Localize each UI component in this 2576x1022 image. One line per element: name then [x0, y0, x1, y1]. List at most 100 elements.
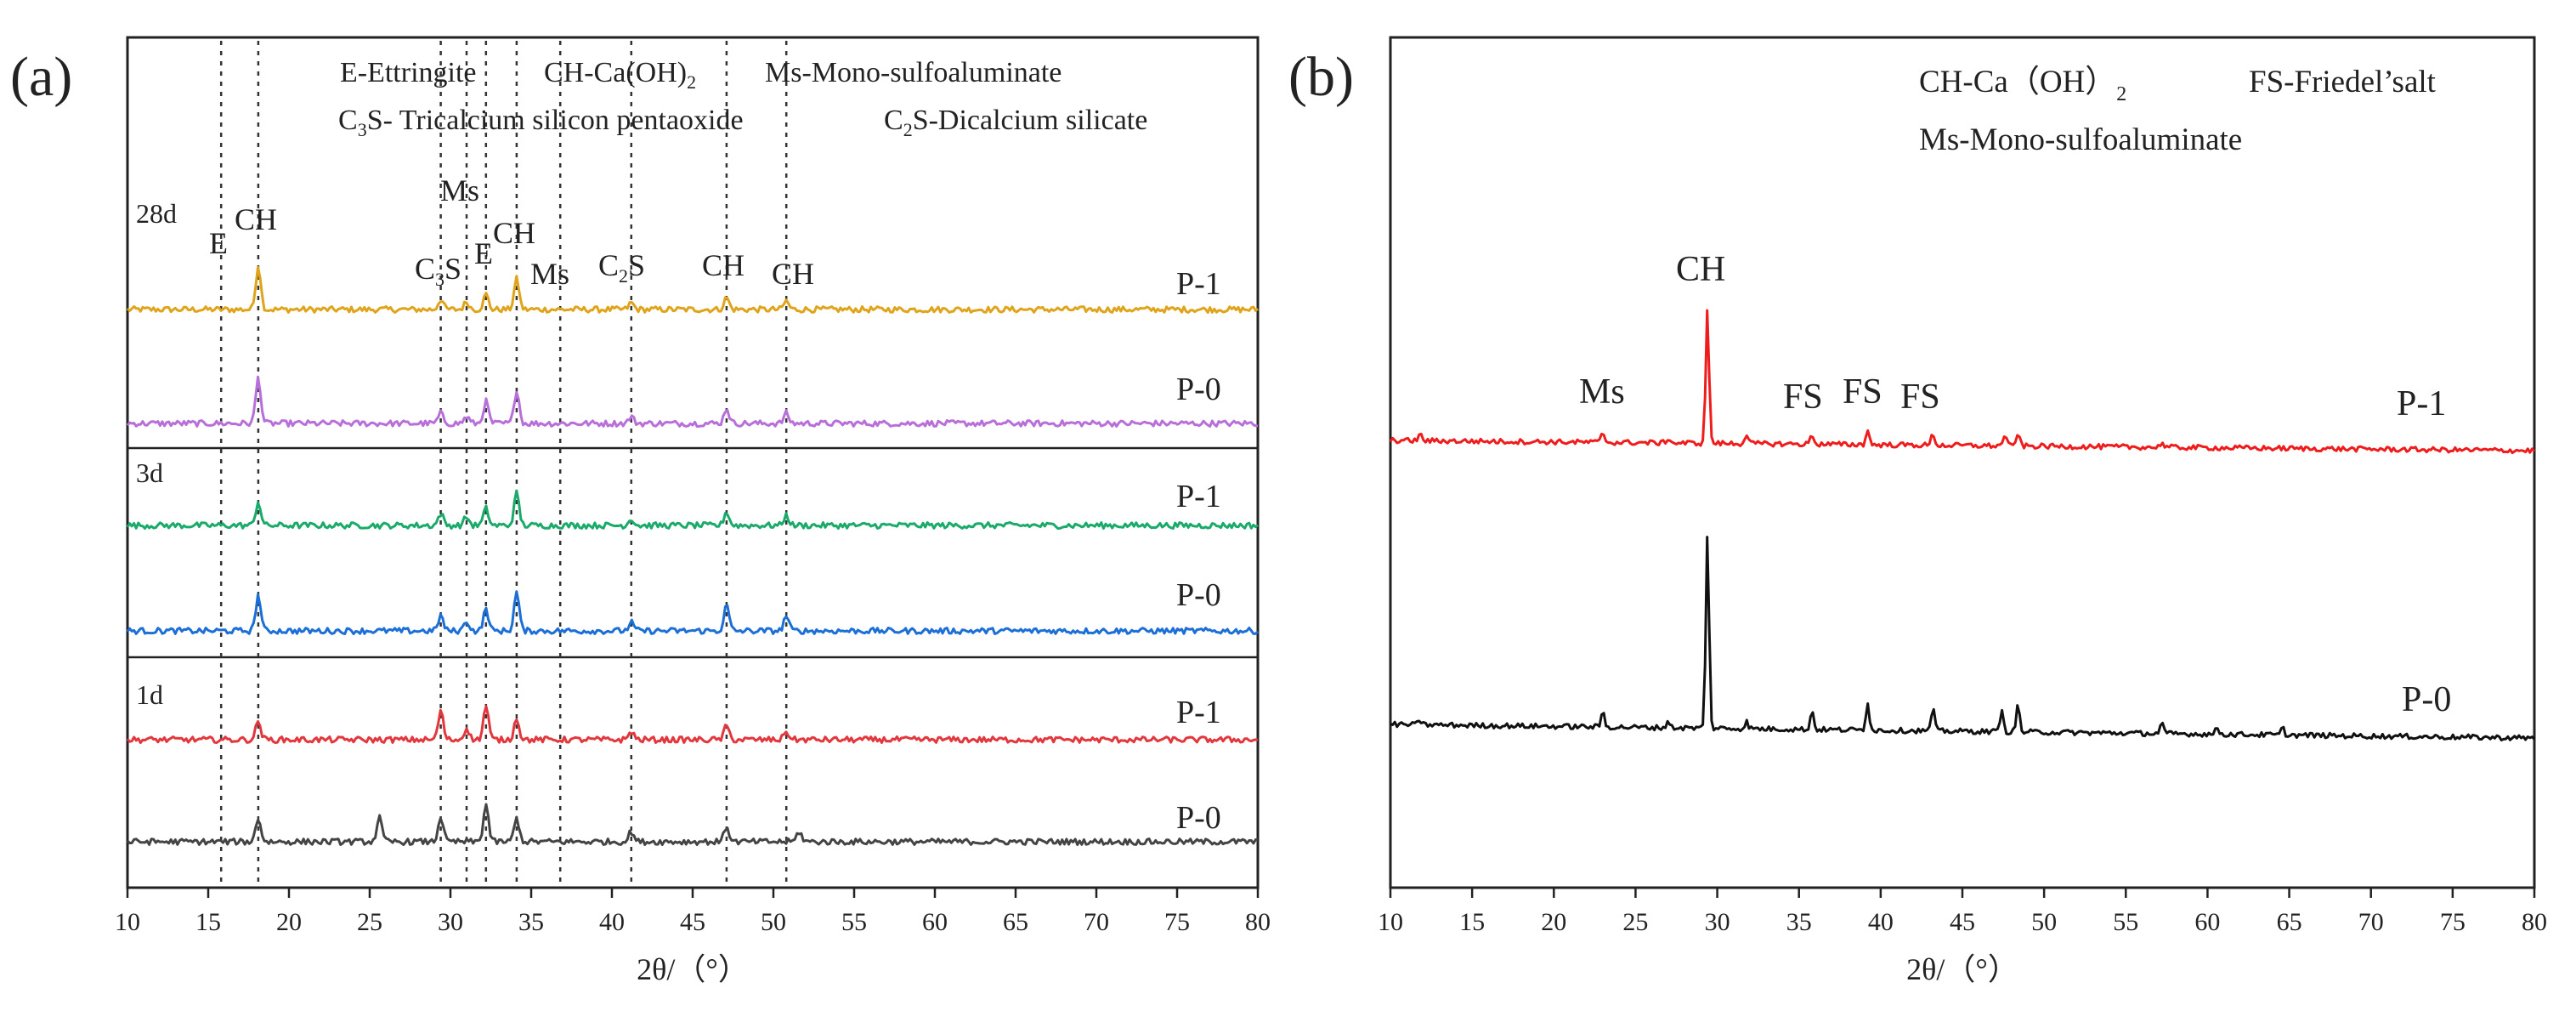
curve-label-28d-p1: P-1 — [1176, 266, 1221, 302]
peak-label-ch-4: CH — [772, 257, 814, 291]
peak-label-c2s: C2S — [598, 248, 645, 287]
trace-3d-p-1 — [126, 489, 1259, 530]
legend-a-c3s-sub: 3 — [358, 119, 367, 140]
panel-b-letter: (b) — [1288, 46, 1354, 108]
trace-1d-p-0 — [126, 803, 1259, 846]
panel-b-tick-label-75: 75 — [2440, 908, 2466, 936]
panel-b-frame — [1389, 36, 2536, 889]
peak-label-c3s: C3S — [415, 252, 461, 290]
panel-b-tick-label-80: 80 — [2522, 908, 2547, 936]
panel-b-tick-label-15: 15 — [1459, 908, 1485, 936]
panel-a-tick-label-20: 20 — [276, 908, 302, 936]
peak-label-c3s-c: C — [415, 252, 435, 286]
legend-b-ch-sub: 2 — [2116, 83, 2126, 105]
legend-a-c3s-text: S- Tricalcium silicon pentaoxide — [367, 105, 744, 136]
peak-label-c3s-sub: 3 — [435, 269, 444, 290]
panel-a-traces — [126, 265, 1259, 846]
panel-b-traces — [1389, 309, 2536, 741]
panel-b-tick-label-30: 30 — [1705, 908, 1730, 936]
trace-1d-p-1 — [126, 705, 1259, 744]
panel-b-tick-label-40: 40 — [1868, 908, 1894, 936]
panel-a-tick-label-80: 80 — [1245, 908, 1271, 936]
panel-a-tick-label-60: 60 — [922, 908, 948, 936]
legend-a-c3s: C3S- Tricalcium silicon pentaoxide — [338, 105, 744, 140]
trace-28d-p-1 — [126, 265, 1259, 314]
legend-a-ch-text: CH-Ca(OH) — [544, 57, 687, 88]
peak-b-label-ch: CH — [1676, 250, 1725, 289]
curve-b-label-p0: P-0 — [2402, 680, 2451, 719]
panel-b-tick-label-10: 10 — [1378, 908, 1403, 936]
panel-a-tick-label-40: 40 — [599, 908, 625, 936]
trace-b-p-1 — [1389, 309, 2536, 455]
panel-b-tick-label-50: 50 — [2031, 908, 2057, 936]
panel-b-x-axis: 10 15 20 25 30 35 40 45 50 55 60 65 70 75 80 — [1378, 888, 2547, 936]
trace-b-p-0 — [1390, 536, 2536, 741]
panel-a-tick-label-65: 65 — [1003, 908, 1028, 936]
peak-b-label-fs-3: FS — [1900, 378, 1940, 417]
panel-a-tick-label-75: 75 — [1164, 908, 1190, 936]
panel-b-x-axis-title: 2θ/（°） — [1906, 952, 2018, 986]
legend-a-ms: Ms-Mono-sulfoaluminate — [765, 57, 1062, 88]
curve-label-28d-p0: P-0 — [1176, 372, 1221, 407]
panel-a-tick-label-45: 45 — [680, 908, 705, 936]
legend-a-c3s-c: C — [338, 105, 358, 136]
panel-a-legend: E-Ettringite CH-Ca(OH)2 Ms-Mono-sulfoalu… — [338, 57, 1147, 140]
peak-label-e-2: E — [474, 236, 493, 270]
curve-label-1d-p1: P-1 — [1176, 695, 1221, 730]
panel-a-tick-label-55: 55 — [841, 908, 867, 936]
panel-a-reference-lines — [219, 41, 788, 884]
peak-label-ms-1: Ms — [440, 173, 479, 207]
curve-label-1d-p0: P-0 — [1176, 800, 1221, 836]
peak-b-label-fs-1: FS — [1783, 378, 1823, 417]
panel-a-tick-label-15: 15 — [195, 908, 221, 936]
legend-a-c2s-c: C — [884, 105, 903, 136]
peak-label-ms-2: Ms — [530, 257, 569, 291]
panel-b-tick-label-35: 35 — [1786, 908, 1812, 936]
panel-b-tick-label-60: 60 — [2194, 908, 2220, 936]
panel-a-tick-label-50: 50 — [761, 908, 786, 936]
legend-b-fs: FS-Friedel’salt — [2249, 65, 2437, 99]
panel-b-tick-label-65: 65 — [2277, 908, 2302, 936]
age-label-3d: 3d — [136, 457, 163, 488]
peak-label-c2s-c: C — [598, 248, 619, 282]
panel-b: (b) 10 15 20 25 30 35 40 45 50 55 60 65 70 75 80 CH-Ca… — [1288, 36, 2547, 986]
panel-a-tick-label-10: 10 — [115, 908, 140, 936]
peak-label-e-1: E — [209, 226, 228, 260]
peak-label-ch-2: CH — [493, 216, 535, 250]
legend-b-ch-text: CH-Ca（OH） — [1919, 65, 2116, 99]
panel-a-x-axis: 10 15 20 25 30 35 40 45 50 55 60 65 70 75 80 — [115, 888, 1271, 936]
legend-b-ch: CH-Ca（OH）2 — [1919, 65, 2126, 105]
curve-b-label-p1: P-1 — [2397, 384, 2446, 423]
panel-b-tick-label-55: 55 — [2113, 908, 2138, 936]
legend-a-c2s: C2S-Dicalcium silicate — [884, 105, 1147, 140]
panel-b-legend: CH-Ca（OH）2 FS-Friedel’salt Ms-Mono-sulfo… — [1919, 65, 2437, 157]
peak-label-c3s-s: S — [444, 252, 461, 286]
panel-a-frame — [126, 36, 1260, 889]
panel-a-letter: (a) — [10, 46, 72, 108]
panel-a-tick-label-25: 25 — [357, 908, 382, 936]
curve-label-3d-p0: P-0 — [1176, 577, 1221, 613]
age-label-28d: 28d — [136, 198, 177, 229]
panel-a-tick-label-30: 30 — [438, 908, 463, 936]
panel-b-tick-label-45: 45 — [1950, 908, 1975, 936]
peak-b-label-ms: Ms — [1579, 372, 1625, 412]
trace-3d-p-0 — [126, 590, 1259, 635]
panel-a-x-axis-title: 2θ/（°） — [637, 952, 749, 986]
legend-b-ms: Ms-Mono-sulfoaluminate — [1919, 122, 2242, 157]
panel-a: (a) 10 15 20 25 30 35 40 45 50 55 60 65 70 75 80 E-Ett… — [10, 36, 1271, 986]
age-label-1d: 1d — [136, 679, 163, 710]
peak-label-ch-3: CH — [702, 248, 744, 282]
legend-a-ch-sub: 2 — [687, 71, 696, 93]
curve-label-3d-p1: P-1 — [1176, 479, 1221, 514]
peak-b-label-fs-2: FS — [1843, 372, 1882, 412]
panel-a-tick-label-70: 70 — [1084, 908, 1109, 936]
peak-label-c2s-sub: 2 — [619, 265, 628, 287]
legend-a-ettringite: E-Ettringite — [340, 57, 477, 88]
legend-a-c2s-text: S-Dicalcium silicate — [913, 105, 1148, 136]
legend-a-c2s-sub: 2 — [903, 119, 913, 140]
legend-a-ch: CH-Ca(OH)2 — [544, 57, 696, 93]
panel-b-tick-label-70: 70 — [2358, 908, 2384, 936]
panel-b-tick-label-25: 25 — [1622, 908, 1648, 936]
peak-label-c2s-s: S — [628, 248, 645, 282]
